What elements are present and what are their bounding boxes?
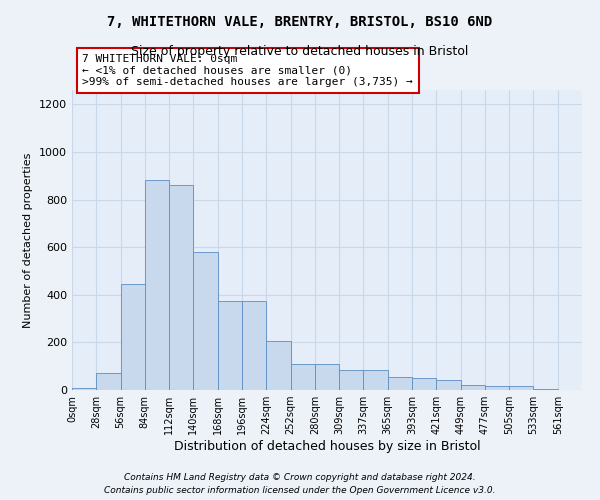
Bar (290, 364, 315, 390)
Bar (96, 374, 121, 390)
Bar (436, 380, 461, 390)
Bar (193, 252, 218, 390)
Bar (315, 364, 339, 390)
Bar (339, 370, 364, 390)
Bar (121, 284, 145, 390)
Bar (509, 386, 533, 390)
X-axis label: Distribution of detached houses by size in Bristol: Distribution of detached houses by size … (173, 440, 481, 453)
Bar (533, 389, 558, 390)
Bar (485, 386, 509, 390)
Bar (364, 370, 388, 390)
Bar (242, 300, 266, 390)
Bar (218, 300, 242, 390)
Y-axis label: Number of detached properties: Number of detached properties (23, 152, 34, 328)
Bar (461, 385, 485, 390)
Text: Contains HM Land Registry data © Crown copyright and database right 2024.
Contai: Contains HM Land Registry data © Crown c… (104, 474, 496, 495)
Bar (412, 378, 436, 390)
Bar (266, 341, 290, 390)
Bar (388, 377, 412, 390)
Bar (169, 185, 193, 390)
Text: Size of property relative to detached houses in Bristol: Size of property relative to detached ho… (131, 45, 469, 58)
Bar (145, 180, 169, 390)
Text: 7, WHITETHORN VALE, BRENTRY, BRISTOL, BS10 6ND: 7, WHITETHORN VALE, BRENTRY, BRISTOL, BS… (107, 15, 493, 29)
Text: 7 WHITETHORN VALE: 0sqm
← <1% of detached houses are smaller (0)
>99% of semi-de: 7 WHITETHORN VALE: 0sqm ← <1% of detache… (82, 54, 413, 87)
Bar (72, 388, 96, 390)
